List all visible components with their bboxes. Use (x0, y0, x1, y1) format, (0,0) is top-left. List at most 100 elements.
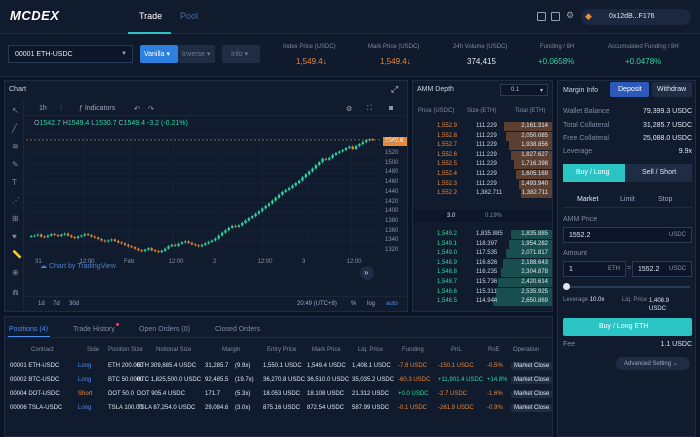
price-chart[interactable] (26, 132, 381, 256)
time-readout: 20:49 (UTC+8) (297, 301, 337, 307)
liq-price-value: 1,408.9 (649, 298, 670, 304)
tab-closed-orders[interactable]: Closed Orders (215, 326, 261, 333)
market-close-button[interactable]: Market Close (511, 404, 553, 412)
tab-positions[interactable]: Positions (4) (9, 326, 48, 333)
ob-size: 115.311 (476, 288, 497, 295)
heart-icon[interactable]: ♥ (12, 232, 17, 241)
buy-long-tab[interactable]: Buy / Long (563, 164, 625, 182)
range-30d[interactable]: 30d (69, 301, 80, 307)
amount-input[interactable]: 1 ETH (563, 261, 626, 277)
candle-body (358, 144, 361, 147)
gear-icon[interactable]: ⚙ (566, 10, 575, 20)
tab-open-orders[interactable]: Open Orders (0) (139, 326, 190, 333)
candle-body (354, 146, 358, 150)
measure-icon[interactable]: ⊞ (12, 214, 19, 223)
document-icon[interactable] (551, 12, 560, 21)
scale-auto[interactable]: auto (386, 301, 398, 307)
amount-usdc-input[interactable]: 1552.2 USDC (632, 261, 692, 277)
withdraw-button[interactable]: Withdraw (652, 82, 692, 97)
candle-body (251, 216, 254, 219)
ohlc-high: 1549.4 (67, 120, 90, 127)
cell-margin: 29,084.6 (205, 405, 229, 411)
ob-size: 111.229 (476, 132, 497, 139)
ob-size: 117.535 (476, 250, 498, 257)
orderbook-row[interactable]: 1,552.3 111.229 1,493.940 (413, 179, 552, 189)
orderbook-row[interactable]: 1,548.7 115.736 2,420.614 (413, 278, 552, 287)
depth-step-select[interactable]: 0.1 ▾ (500, 84, 548, 96)
cell-entry: 1,550.1 USDC (263, 363, 302, 369)
ruler-icon[interactable]: 📏 (12, 250, 22, 259)
expand-icon[interactable]: ⤢ (391, 84, 399, 94)
cell-contract: 00002 BTC-USDC (10, 377, 60, 383)
tab-pool[interactable]: Pool (180, 11, 199, 21)
buy-long-button[interactable]: Buy / Long ETH (563, 318, 692, 336)
redo-icon[interactable]: ↷ (148, 106, 154, 113)
order-type-limit[interactable]: Limit (620, 196, 635, 203)
zoom-icon[interactable]: ⊕ (12, 268, 19, 277)
fullscreen-icon[interactable]: ⛶ (367, 105, 372, 112)
brush-icon[interactable]: ✎ (12, 160, 19, 169)
orderbook-row[interactable]: 1,549.2 1,835.885 1,835.885 (413, 230, 552, 239)
deposit-button[interactable]: Deposit (610, 82, 649, 97)
ob-total: 2,050.085 (521, 132, 548, 139)
amount-value: 1 (569, 266, 573, 273)
interval-button[interactable]: 1h (39, 105, 47, 112)
cell-lev: (19.7x) (235, 377, 254, 383)
scale-log[interactable]: log (367, 301, 376, 307)
fib-icon[interactable]: ≋ (12, 142, 19, 151)
order-type-stop[interactable]: Stop (658, 196, 673, 203)
cell-liq: 35,035.2 USDC (352, 377, 395, 383)
range-7d[interactable]: 7d (53, 301, 60, 307)
candle-type-icon[interactable]: ⫶ (60, 105, 62, 112)
info-button[interactable]: Info ▾ (222, 45, 260, 63)
text-icon[interactable]: T (12, 178, 17, 187)
orderbook-row[interactable]: 1,548.8 116.235 2,304.878 (413, 268, 552, 278)
logo[interactable]: MCDEX (10, 8, 60, 23)
cursor-icon[interactable]: ↖ (12, 106, 19, 115)
advanced-setting-button[interactable]: Advanced Setting ⌄ (616, 357, 690, 370)
orderbook-row[interactable]: 1,552.9 111.229 2,161.314 (413, 122, 552, 131)
sell-short-tab[interactable]: Sell / Short (625, 164, 692, 182)
market-close-button[interactable]: Market Close (511, 362, 553, 370)
orderbook-row[interactable]: 1,552.7 111.229 1,938.856 (413, 141, 552, 151)
document-icon[interactable] (537, 12, 546, 21)
undo-icon[interactable]: ↶ (134, 106, 140, 113)
inverse-button[interactable]: Inverse ▾ (178, 45, 215, 63)
orderbook-row[interactable]: 1,548.9 116.826 2,188.643 (413, 258, 552, 268)
range-1d[interactable]: 1d (38, 301, 45, 307)
candle-body (36, 234, 40, 236)
cell-entry: 36,270.8 USDC (263, 377, 306, 383)
scroll-right-button[interactable]: » (360, 266, 374, 280)
orderbook-row[interactable]: 1,552.6 111.229 1,827.627 (413, 150, 552, 160)
leverage-slider[interactable] (566, 286, 690, 288)
tradingview-watermark[interactable]: ☁ Chart by TradingView (40, 263, 116, 270)
candle-body (86, 234, 90, 236)
cell-size: BTC 50.0000 (108, 377, 144, 383)
orderbook-row[interactable]: 1,552.2 1,382.711 1,382.711 (413, 189, 552, 199)
pattern-icon[interactable]: ⋰ (12, 196, 20, 205)
settings-icon[interactable]: ⚙ (346, 106, 353, 113)
column-header: Notional Size (156, 347, 192, 353)
orderbook-row[interactable]: 1,548.6 115.311 2,535.925 (413, 287, 552, 297)
pair-select[interactable]: 00001 ETH-USDC (8, 45, 133, 63)
wallet-button[interactable]: 0x12dB...F176 (581, 9, 691, 25)
orderbook-row[interactable]: 1,552.4 111.229 1,605.169 (413, 170, 552, 179)
tab-trade-history[interactable]: Trade History (73, 326, 115, 333)
market-close-button[interactable]: Market Close (511, 390, 553, 398)
leverage-slider-handle[interactable] (563, 283, 570, 290)
orderbook-row[interactable]: 1,552.5 111.229 1,716.398 (413, 160, 552, 170)
orderbook-row[interactable]: 1,549.0 117.535 2,071.817 (413, 249, 552, 259)
vanilla-button[interactable]: Vanilla ▾ (140, 45, 178, 63)
trendline-icon[interactable]: ╱ (12, 124, 17, 133)
market-close-button[interactable]: Market Close (511, 376, 553, 384)
scale-percent[interactable]: % (351, 301, 357, 307)
order-type-market[interactable]: Market (577, 196, 599, 203)
orderbook-row[interactable]: 1,552.8 111.229 2,050.085 (413, 131, 552, 141)
candle-body (90, 235, 93, 237)
orderbook-row[interactable]: 1,548.5 114.944 2,650.869 (413, 297, 552, 307)
indicators-button[interactable]: ƒ Indicators (79, 105, 116, 112)
camera-icon[interactable]: ◙ (389, 105, 394, 112)
magnet-icon[interactable]: ⋒ (12, 288, 19, 297)
tab-trade[interactable]: Trade (139, 11, 163, 21)
orderbook-row[interactable]: 1,549.1 118.397 1,954.282 (413, 239, 552, 249)
